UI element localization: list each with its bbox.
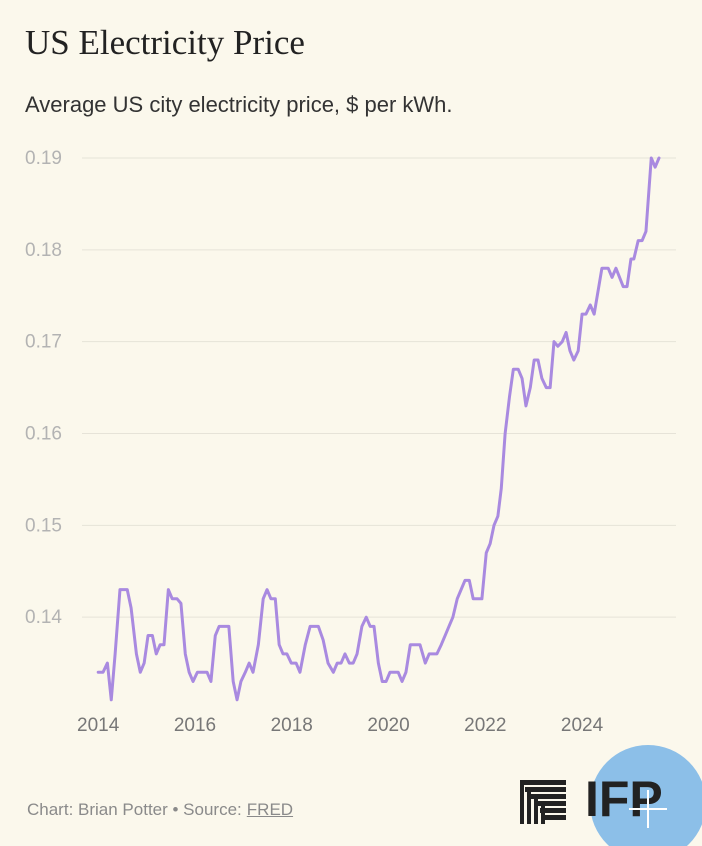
y-tick-label: 0.18 [25, 240, 62, 261]
plus-icon [629, 790, 667, 828]
overlay-button[interactable] [590, 745, 702, 846]
logo-text: IFP [585, 771, 663, 827]
plot: 0.14 0.15 0.16 0.17 0.18 0.19 2014 2016 2018 2020… [25, 148, 676, 736]
x-tick-label: 2024 [561, 715, 604, 736]
x-tick-label: 2018 [271, 715, 313, 736]
y-tick-label: 0.17 [25, 332, 62, 353]
data-line [96, 156, 661, 702]
x-tick-label: 2016 [174, 715, 216, 736]
y-tick-label: 0.15 [25, 515, 62, 536]
x-tick-label: 2020 [367, 715, 409, 736]
chart-title: US Electricity Price [25, 23, 305, 62]
source-link[interactable]: FRED [246, 800, 294, 819]
logo-stripes [520, 780, 566, 824]
credit: Chart: Brian Potter • Source: [27, 800, 242, 819]
y-tick-label: 0.14 [25, 607, 62, 628]
chart-subtitle: Average US city electricity price, $ per… [25, 92, 453, 117]
x-tick-label: 2022 [464, 715, 506, 736]
footer: Chart: Brian Potter • Source: FRED [27, 800, 293, 820]
x-tick-label: 2014 [77, 715, 120, 736]
y-tick-label: 0.16 [25, 424, 62, 445]
y-tick-label: 0.19 [25, 148, 62, 169]
